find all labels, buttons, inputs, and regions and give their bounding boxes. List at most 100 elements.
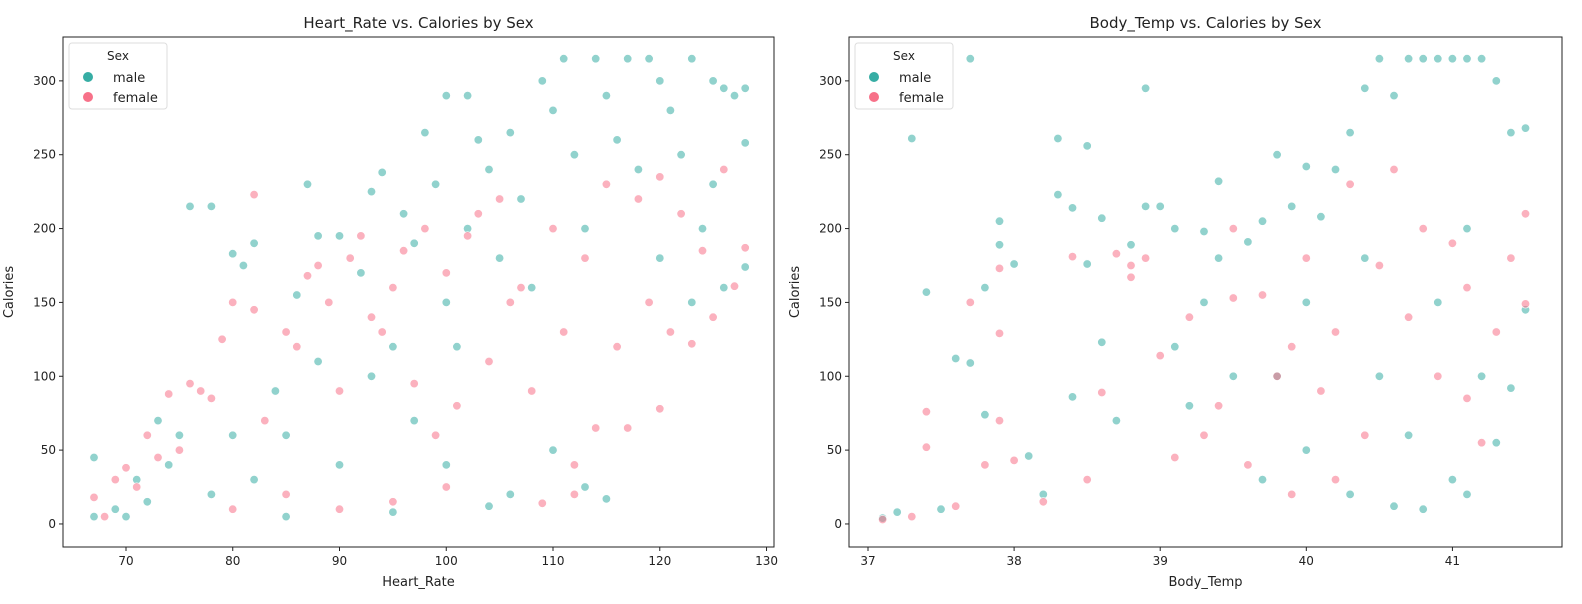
point-male — [388, 507, 398, 517]
point-female — [697, 246, 707, 256]
point-male — [409, 416, 419, 426]
point-male — [1374, 54, 1384, 64]
point-male — [281, 512, 291, 522]
point-male — [1228, 371, 1238, 381]
x-tick-label: 41 — [1445, 554, 1460, 568]
point-male — [1491, 76, 1501, 86]
point-female — [110, 475, 120, 485]
point-female — [281, 489, 291, 499]
point-female — [1331, 475, 1341, 485]
point-female — [377, 327, 387, 337]
point-female — [164, 389, 174, 399]
point-male — [1345, 128, 1355, 138]
point-female — [388, 283, 398, 293]
point-male — [89, 452, 99, 462]
point-male — [1521, 123, 1531, 133]
point-female — [548, 224, 558, 234]
point-male — [965, 358, 975, 368]
point-male — [164, 460, 174, 470]
point-male — [1345, 489, 1355, 499]
point-male — [356, 268, 366, 278]
point-female — [708, 312, 718, 322]
y-tick-label: 50 — [41, 443, 56, 457]
point-male — [994, 240, 1004, 250]
point-male — [687, 297, 697, 307]
point-male — [281, 430, 291, 440]
point-male — [1097, 337, 1107, 347]
point-female — [1009, 455, 1019, 465]
point-male — [292, 290, 302, 300]
point-female — [537, 498, 547, 508]
point-male — [249, 475, 259, 485]
point-female — [1389, 165, 1399, 175]
point-female — [366, 312, 376, 322]
point-female — [185, 379, 195, 389]
point-female — [559, 327, 569, 337]
point-female — [980, 460, 990, 470]
point-female — [89, 492, 99, 502]
point-female — [676, 209, 686, 219]
legend-title: Sex — [893, 49, 915, 63]
point-male — [1082, 259, 1092, 269]
point-female — [1170, 452, 1180, 462]
y-tick-label: 100 — [819, 369, 842, 383]
point-male — [505, 489, 515, 499]
point-female — [665, 327, 675, 337]
point-male — [1404, 54, 1414, 64]
point-male — [1214, 176, 1224, 186]
point-female — [1126, 260, 1136, 270]
point-male — [334, 231, 344, 241]
point-male — [399, 209, 409, 219]
point-male — [633, 165, 643, 175]
point-female — [655, 172, 665, 182]
point-female — [495, 194, 505, 204]
point-female — [1111, 249, 1121, 259]
point-female — [441, 268, 451, 278]
point-female — [196, 386, 206, 396]
point-male — [951, 353, 961, 363]
point-female — [965, 297, 975, 307]
legend-marker-female — [83, 92, 93, 102]
x-tick-label: 37 — [860, 554, 875, 568]
x-tick-label: 90 — [332, 554, 347, 568]
point-female — [740, 243, 750, 253]
point-female — [655, 404, 665, 414]
point-male — [623, 54, 633, 64]
point-male — [1301, 297, 1311, 307]
point-male — [1301, 162, 1311, 172]
point-male — [238, 260, 248, 270]
point-male — [559, 54, 569, 64]
point-male — [420, 128, 430, 138]
point-male — [441, 91, 451, 101]
point-female — [420, 224, 430, 234]
point-male — [697, 224, 707, 234]
point-male — [516, 194, 526, 204]
point-male — [1199, 297, 1209, 307]
point-male — [473, 135, 483, 145]
point-male — [89, 512, 99, 522]
point-female — [1199, 430, 1209, 440]
chart-title: Body_Temp vs. Calories by Sex — [1089, 14, 1321, 33]
point-male — [121, 512, 131, 522]
point-male — [994, 216, 1004, 226]
point-male — [1243, 237, 1253, 247]
point-female — [302, 271, 312, 281]
y-tick-label: 100 — [33, 369, 56, 383]
point-female — [1418, 224, 1428, 234]
point-male — [1389, 91, 1399, 101]
point-male — [892, 507, 902, 517]
point-female — [1228, 224, 1238, 234]
point-female — [1155, 351, 1165, 361]
point-female — [484, 356, 494, 366]
point-male — [110, 504, 120, 514]
point-female — [921, 407, 931, 417]
point-male — [1258, 475, 1268, 485]
point-male — [302, 179, 312, 189]
point-female — [1258, 290, 1268, 300]
point-male — [936, 504, 946, 514]
legend-marker-male — [869, 72, 879, 82]
point-male — [740, 138, 750, 148]
point-male — [153, 416, 163, 426]
point-male — [1477, 54, 1487, 64]
point-male — [1024, 451, 1034, 461]
